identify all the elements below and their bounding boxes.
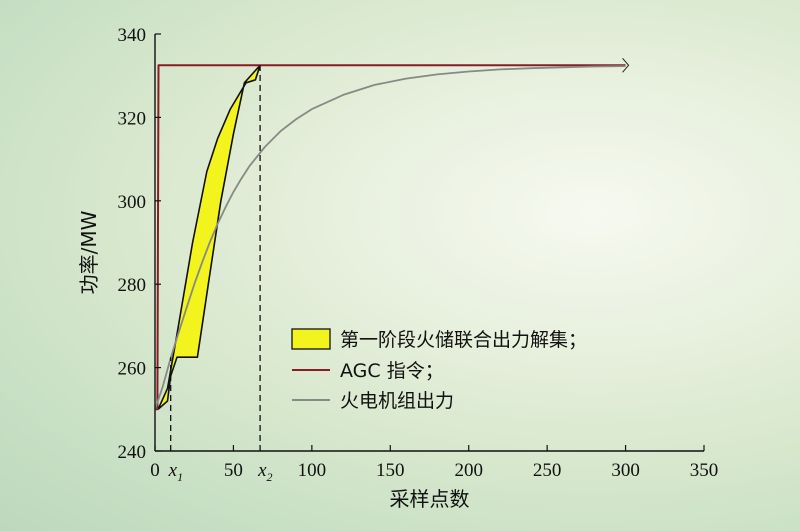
legend-swatch-band [291,328,331,350]
thermal-output-line [154,65,626,410]
x-axis-title: 采样点数 [390,487,470,511]
legend-label: 火电机组出力 [340,390,454,412]
y-axis-title: 功率/MW [77,210,101,294]
legend-label: 第一阶段火储联合出力解集； [340,329,587,351]
y-tick-label: 320 [118,108,147,129]
x-tick-label: 0 [150,460,160,481]
agc-command-line [155,64,626,411]
x-tick-label: 100 [298,460,327,481]
x-tick-label: 150 [376,460,405,481]
x-tick-label: 200 [454,460,483,481]
y-tick-label: 280 [118,275,147,296]
line-end-marker [622,57,630,73]
solution-band [157,64,261,411]
legend-label: AGC 指令； [340,360,444,382]
y-tick-label: 300 [118,192,147,213]
marker-label-x1: x1 [168,460,183,484]
marker-label-x2: x2 [257,460,272,484]
y-tick-label: 240 [118,442,147,463]
y-tick-label: 340 [118,25,147,46]
x-tick-label: 50 [224,460,243,481]
x-tick-label: 350 [690,460,719,481]
x-tick-label: 250 [533,460,562,481]
x-tick-label: 300 [611,460,640,481]
y-tick-label: 260 [118,359,147,380]
